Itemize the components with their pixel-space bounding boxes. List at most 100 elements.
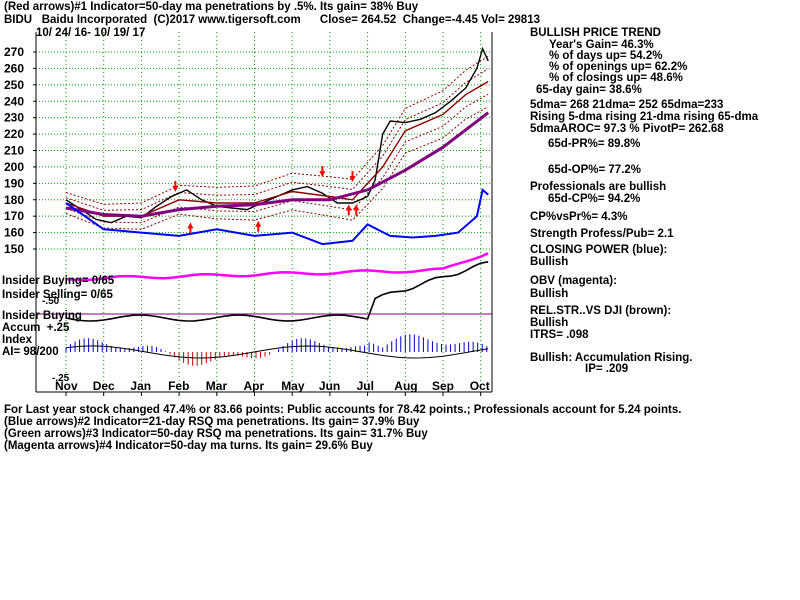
openings-up: % of openings up= 62.2% bbox=[549, 61, 688, 73]
x-axis: Nov Dec Jan Feb Mar Apr May Jun Jul Aug Sep Oct bbox=[36, 379, 492, 396]
y-tick-label: 200 bbox=[4, 160, 24, 174]
close-value: 264.52 bbox=[361, 14, 397, 26]
envelope-band bbox=[65, 55, 489, 205]
x-tick-label: Jan bbox=[130, 379, 151, 393]
accum-status: Bullish: Accumulation Rising. bbox=[530, 352, 693, 364]
index-label: Index bbox=[2, 334, 33, 346]
ip-value: IP= .209 bbox=[585, 363, 629, 375]
y-tick-label: 260 bbox=[4, 61, 24, 75]
cp-vs-pr: CP%vsPr%= 4.3% bbox=[530, 211, 628, 223]
date-range: 10/ 24/ 16- 10/ 19/ 17 bbox=[36, 27, 146, 39]
indicator-3-caption: (Green arrows)#3 Indicator=50-day RSQ ma… bbox=[4, 428, 428, 440]
close-label: Close= bbox=[319, 14, 358, 26]
y-tick-label: 160 bbox=[4, 226, 24, 240]
y-tick-label: 210 bbox=[4, 144, 24, 158]
x-tick-label: Mar bbox=[206, 379, 228, 393]
series-21-dma bbox=[65, 80, 489, 217]
series-65-dma bbox=[65, 111, 490, 218]
minus-25: -.25 bbox=[52, 373, 70, 384]
cp-65: 65d-CP%= 94.2% bbox=[548, 193, 641, 205]
indicator-4-caption: (Magenta arrows)#4 Indicator=50-day ma t… bbox=[4, 440, 373, 452]
red-arrow bbox=[345, 204, 352, 211]
x-tick-label: Oct bbox=[470, 379, 490, 393]
obv-line bbox=[65, 252, 489, 282]
cp-value: Bullish bbox=[530, 256, 569, 268]
chart-grid bbox=[36, 32, 492, 392]
itrs: ITRS= .098 bbox=[530, 329, 589, 341]
accum-label: Accum +.25 bbox=[2, 322, 69, 334]
ai-value: AI= 98/200 bbox=[2, 346, 59, 358]
aroc: 5dmaAROC= 97.3 % PivotP= 262.68 bbox=[530, 123, 724, 135]
price-bands bbox=[65, 55, 489, 230]
x-tick-label: Dec bbox=[93, 379, 115, 393]
change-label: Change= bbox=[402, 14, 452, 26]
trend-title: BULLISH PRICE TREND bbox=[530, 27, 661, 39]
y-tick-label: 270 bbox=[4, 45, 24, 59]
obv-value: Bullish bbox=[530, 288, 569, 300]
ticker-symbol: BIDU bbox=[4, 14, 33, 26]
red-arrow bbox=[255, 220, 262, 227]
indicator-panels bbox=[36, 252, 492, 366]
x-tick-label: Feb bbox=[168, 379, 189, 393]
y-tick-label: 190 bbox=[4, 176, 24, 190]
series-closing-power bbox=[65, 188, 489, 246]
red-arrow bbox=[319, 171, 326, 178]
op-65: 65d-OP%= 77.2% bbox=[548, 164, 642, 176]
vol-value: 29813 bbox=[508, 14, 540, 26]
price-series bbox=[65, 46, 490, 246]
year-gain: Year's Gain= 46.3% bbox=[549, 39, 654, 51]
days-up: % of days up= 54.2% bbox=[549, 50, 663, 62]
footer-summary: For Last year stock changed 47.4% or 83.… bbox=[4, 404, 682, 416]
gain-65: 65-day gain= 38.6% bbox=[536, 84, 642, 96]
y-tick-label: 230 bbox=[4, 111, 24, 125]
y-tick-label: 240 bbox=[4, 94, 24, 108]
y-tick-label: 150 bbox=[4, 242, 24, 256]
obv-title: OBV (magenta): bbox=[530, 275, 617, 287]
x-tick-label: Sep bbox=[432, 379, 454, 393]
y-axis: 150 160 170 180 190 200 210 220 230 240 250 260 270 bbox=[4, 32, 493, 392]
minus-50: -.50 bbox=[42, 296, 60, 307]
indicator-2-caption: (Blue arrows)#2 Indicator=21-day RSQ ma … bbox=[4, 416, 420, 428]
vol-label: Vol= bbox=[481, 14, 505, 26]
insider-buying-2: Insider Buying bbox=[2, 310, 82, 322]
envelope-band bbox=[65, 68, 489, 211]
insider-buying: Insider Buying= 0/65 bbox=[2, 275, 115, 287]
y-tick-label: 220 bbox=[4, 127, 24, 141]
x-tick-label: Apr bbox=[244, 379, 265, 393]
professionals: Professionals are bullish bbox=[530, 181, 667, 193]
rel-value: Bullish bbox=[530, 317, 569, 329]
rising-dma: Rising 5-dma rising 21-dma rising 65-dma bbox=[530, 111, 759, 123]
strength: Strength Profess/Pub= 2.1 bbox=[530, 228, 674, 240]
accum-ma-line bbox=[65, 345, 489, 359]
cp-title: CLOSING POWER (blue): bbox=[530, 244, 668, 256]
indicator-1-caption: (Red arrows)#1 Indicator=50-day ma penet… bbox=[4, 1, 419, 13]
red-arrow bbox=[187, 222, 194, 229]
dma-values: 5dma= 268 21dma= 252 65dma=233 bbox=[530, 99, 724, 111]
y-tick-label: 180 bbox=[4, 193, 24, 207]
signal-arrows bbox=[172, 166, 360, 234]
y-tick-label: 170 bbox=[4, 209, 24, 223]
red-arrow bbox=[349, 176, 356, 183]
company-name: Baidu Incorporated bbox=[41, 14, 148, 26]
red-arrow bbox=[353, 204, 360, 211]
red-arrow bbox=[172, 185, 179, 192]
ticker-line: BIDU Baidu Incorporated (C)2017 www.tige… bbox=[4, 14, 540, 26]
closings-up: % of closings up= 48.6% bbox=[549, 72, 683, 84]
x-tick-label: Aug bbox=[394, 379, 417, 393]
x-tick-label: Nov bbox=[55, 379, 78, 393]
x-tick-label: Jul bbox=[357, 379, 374, 393]
rel-title: REL.STR..VS DJI (brown): bbox=[530, 305, 672, 317]
relative-strength-line bbox=[65, 261, 489, 322]
accum-index-label: Accum bbox=[2, 322, 41, 334]
y-tick-label: 250 bbox=[4, 78, 24, 92]
insider-selling: Insider Selling= 0/65 bbox=[2, 289, 113, 301]
pr-65: 65d-PR%= 89.8% bbox=[548, 138, 641, 150]
x-tick-label: Jun bbox=[319, 379, 340, 393]
change-value: -4.45 bbox=[451, 14, 478, 26]
x-tick-label: May bbox=[281, 379, 305, 393]
copyright: (C)2017 www.tigersoft.com bbox=[153, 14, 301, 26]
envelope-band bbox=[65, 93, 489, 224]
envelope-band bbox=[65, 106, 489, 230]
accum-plus: +.25 bbox=[46, 322, 70, 334]
